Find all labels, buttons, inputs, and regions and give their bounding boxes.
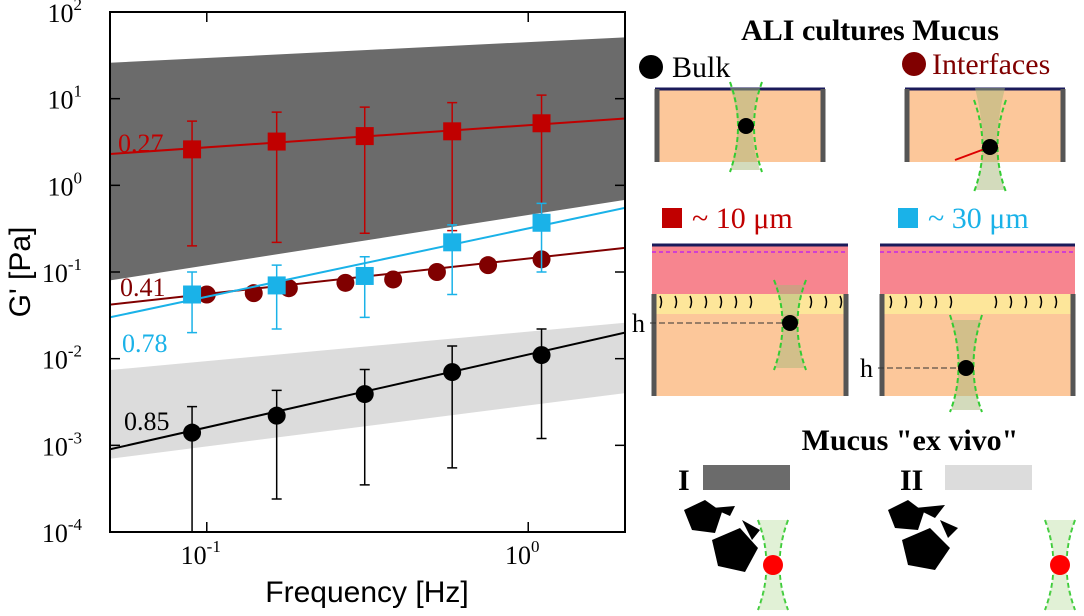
- point: [267, 132, 286, 151]
- tick-label: 10-1: [42, 255, 82, 288]
- tick-label: 100: [505, 537, 540, 570]
- point: [197, 285, 216, 304]
- plot-area: [110, 37, 625, 532]
- plot-frame: [109, 11, 626, 533]
- tick-label: 10-2: [42, 342, 82, 375]
- slope-label: 0.27: [118, 129, 164, 158]
- tick-label: 10-4: [42, 515, 83, 548]
- type-2-swatch: [945, 465, 1032, 490]
- point: [183, 423, 202, 442]
- slope-label: 0.78: [122, 329, 168, 358]
- culture-box-right: [878, 243, 1076, 413]
- ex-vivo-title: Mucus "ex vivo": [802, 424, 1019, 457]
- size-large-label: ~ 30 μm: [928, 202, 1029, 235]
- point: [532, 213, 551, 232]
- bulk-dot: [639, 55, 663, 79]
- plot: 10-4 10-3 10-2 10-1 100 101 102 10-1 100 0.27 0.41…: [42, 0, 626, 570]
- h-right-label: h: [860, 354, 873, 383]
- point: [355, 266, 374, 285]
- diagram: ALI cultures Mucus Bulk Interfaces ~ 10 …: [632, 14, 1076, 611]
- interface-box: [904, 87, 1066, 193]
- tick-label: 100: [48, 168, 83, 201]
- h-left-label: h: [632, 309, 645, 338]
- tick-label: 10-1: [181, 537, 221, 570]
- point: [355, 127, 374, 146]
- point: [267, 406, 286, 425]
- error-bar: [359, 255, 370, 319]
- diagram-title: ALI cultures Mucus: [741, 14, 999, 47]
- slope-label: 0.85: [124, 407, 170, 436]
- interfaces-dot: [902, 52, 926, 76]
- y-axis-label: G' [Pa]: [4, 227, 37, 318]
- culture-box-left: [650, 243, 849, 396]
- type-1-swatch: [703, 465, 790, 490]
- point: [427, 263, 446, 281]
- size-small-label: ~ 10 μm: [692, 202, 793, 235]
- interfaces-label: Interfaces: [932, 48, 1050, 81]
- type-2-label: II: [900, 464, 923, 497]
- error-bar: [271, 264, 282, 330]
- bulk-label: Bulk: [672, 51, 730, 84]
- point: [267, 276, 286, 295]
- point: [532, 114, 551, 133]
- small-square: [662, 208, 682, 228]
- type-1-label: I: [678, 464, 690, 497]
- point: [443, 122, 462, 141]
- point: [336, 273, 355, 292]
- particles-right: [888, 500, 1076, 611]
- point: [183, 285, 202, 304]
- point: [384, 270, 403, 289]
- point: [443, 233, 462, 252]
- tick-label: 102: [48, 0, 83, 28]
- large-square: [898, 208, 918, 228]
- point: [183, 140, 202, 159]
- bulk-box: [654, 81, 826, 173]
- tick-label: 10-3: [42, 428, 82, 461]
- range-band: [110, 37, 625, 281]
- tick-label: 101: [48, 82, 83, 115]
- point: [479, 256, 498, 275]
- particles-left: [684, 500, 789, 611]
- point: [532, 346, 551, 365]
- x-axis-label: Frequency [Hz]: [265, 576, 468, 609]
- slope-label: 0.41: [120, 273, 166, 302]
- point: [443, 363, 462, 382]
- point: [355, 385, 374, 404]
